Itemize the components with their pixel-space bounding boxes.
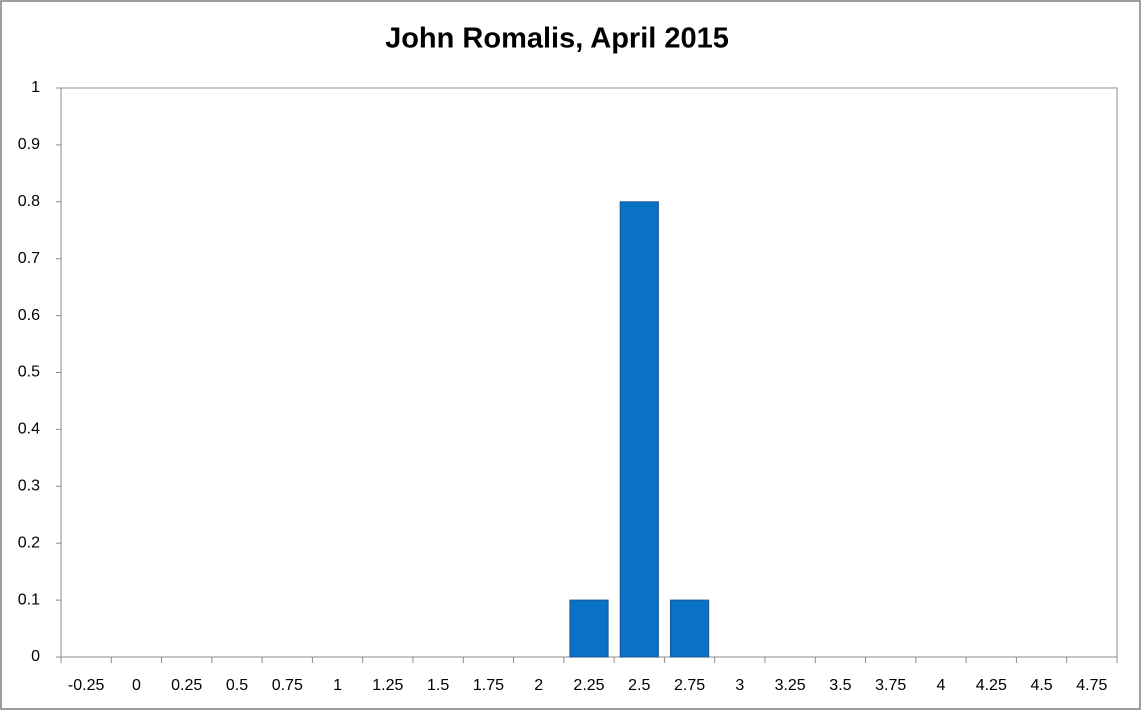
y-tick-label: 0.4 <box>18 421 40 438</box>
x-tick-label: 0 <box>132 677 141 694</box>
bar <box>619 201 659 658</box>
bar <box>569 599 609 658</box>
x-tick-label: 0.5 <box>226 677 248 694</box>
x-tick-label: 1 <box>333 677 342 694</box>
y-tick-label: 0.6 <box>18 307 40 324</box>
x-tick-label: 0.75 <box>272 677 303 694</box>
bar <box>669 599 710 658</box>
x-tick-label: 1.75 <box>473 677 504 694</box>
y-tick-label: 0 <box>31 648 40 665</box>
x-tick-label: 3 <box>735 677 744 694</box>
x-tick-label: 3.25 <box>775 677 806 694</box>
x-tick-label: 2.5 <box>628 677 650 694</box>
y-tick-label: 0.5 <box>18 364 40 381</box>
x-tick-label: 2.25 <box>573 677 604 694</box>
x-tick-label: 3.5 <box>829 677 851 694</box>
x-tick-label: 2.75 <box>674 677 705 694</box>
x-tick-label: 2 <box>534 677 543 694</box>
x-tick-label: 4 <box>937 677 946 694</box>
y-tick-label: 0.2 <box>18 534 40 551</box>
y-tick-label: 0.9 <box>18 136 40 153</box>
x-tick-label: 1.5 <box>427 677 449 694</box>
chart-title: John Romalis, April 2015 <box>385 23 729 55</box>
y-tick-label: 0.7 <box>18 250 40 267</box>
x-tick-label: 1.25 <box>372 677 403 694</box>
x-tick-label: 4.5 <box>1030 677 1052 694</box>
x-tick-label: 4.25 <box>976 677 1007 694</box>
x-tick-label: 0.25 <box>171 677 202 694</box>
y-tick-label: 0.3 <box>18 478 40 495</box>
x-tick-label: 4.75 <box>1076 677 1107 694</box>
x-tick-label: -0.25 <box>68 677 105 694</box>
y-tick-label: 1 <box>31 79 40 96</box>
x-tick-label: 3.75 <box>875 677 906 694</box>
y-tick-label: 0.8 <box>18 193 40 210</box>
y-tick-label: 0.1 <box>18 591 40 608</box>
